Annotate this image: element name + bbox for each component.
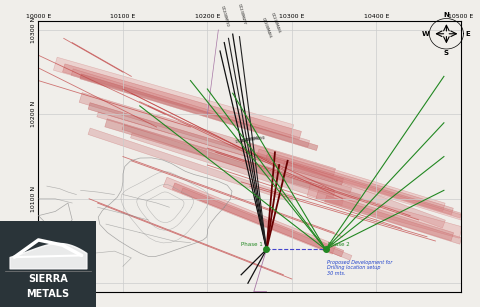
- Polygon shape: [97, 112, 352, 193]
- Polygon shape: [307, 185, 462, 238]
- Text: E: E: [465, 31, 470, 37]
- Text: SIERRA: SIERRA: [28, 274, 68, 285]
- Text: Phase 2: Phase 2: [328, 242, 350, 247]
- Polygon shape: [282, 161, 445, 228]
- Polygon shape: [53, 57, 294, 138]
- Text: DC200M466: DC200M466: [261, 17, 272, 38]
- Polygon shape: [257, 149, 453, 215]
- Text: DC230M466: DC230M466: [269, 12, 280, 34]
- Text: DC230M490: DC230M490: [241, 136, 265, 143]
- Text: METALS: METALS: [26, 289, 70, 299]
- Polygon shape: [316, 191, 454, 241]
- Text: DC200M990: DC200M990: [219, 5, 229, 27]
- Text: DC200M990: DC200M990: [235, 136, 260, 144]
- Text: Phase 1: Phase 1: [240, 242, 262, 247]
- Text: S: S: [444, 49, 449, 56]
- Polygon shape: [80, 74, 318, 150]
- Polygon shape: [181, 188, 352, 260]
- Polygon shape: [122, 125, 335, 197]
- Text: N: N: [444, 12, 449, 18]
- Text: W: W: [421, 31, 429, 37]
- Text: DC230M497: DC230M497: [237, 4, 246, 26]
- Polygon shape: [163, 177, 336, 254]
- Polygon shape: [105, 119, 360, 203]
- Polygon shape: [62, 64, 301, 139]
- Polygon shape: [71, 69, 310, 147]
- Polygon shape: [131, 133, 343, 205]
- Polygon shape: [172, 183, 344, 257]
- Polygon shape: [88, 128, 293, 202]
- Polygon shape: [248, 144, 445, 211]
- Text: Proposed Development for
Drilling location setup
30 mts.: Proposed Development for Drilling locati…: [327, 259, 393, 276]
- Polygon shape: [274, 158, 470, 222]
- Polygon shape: [79, 93, 336, 178]
- Polygon shape: [324, 196, 462, 244]
- Polygon shape: [88, 103, 344, 185]
- Polygon shape: [266, 154, 462, 218]
